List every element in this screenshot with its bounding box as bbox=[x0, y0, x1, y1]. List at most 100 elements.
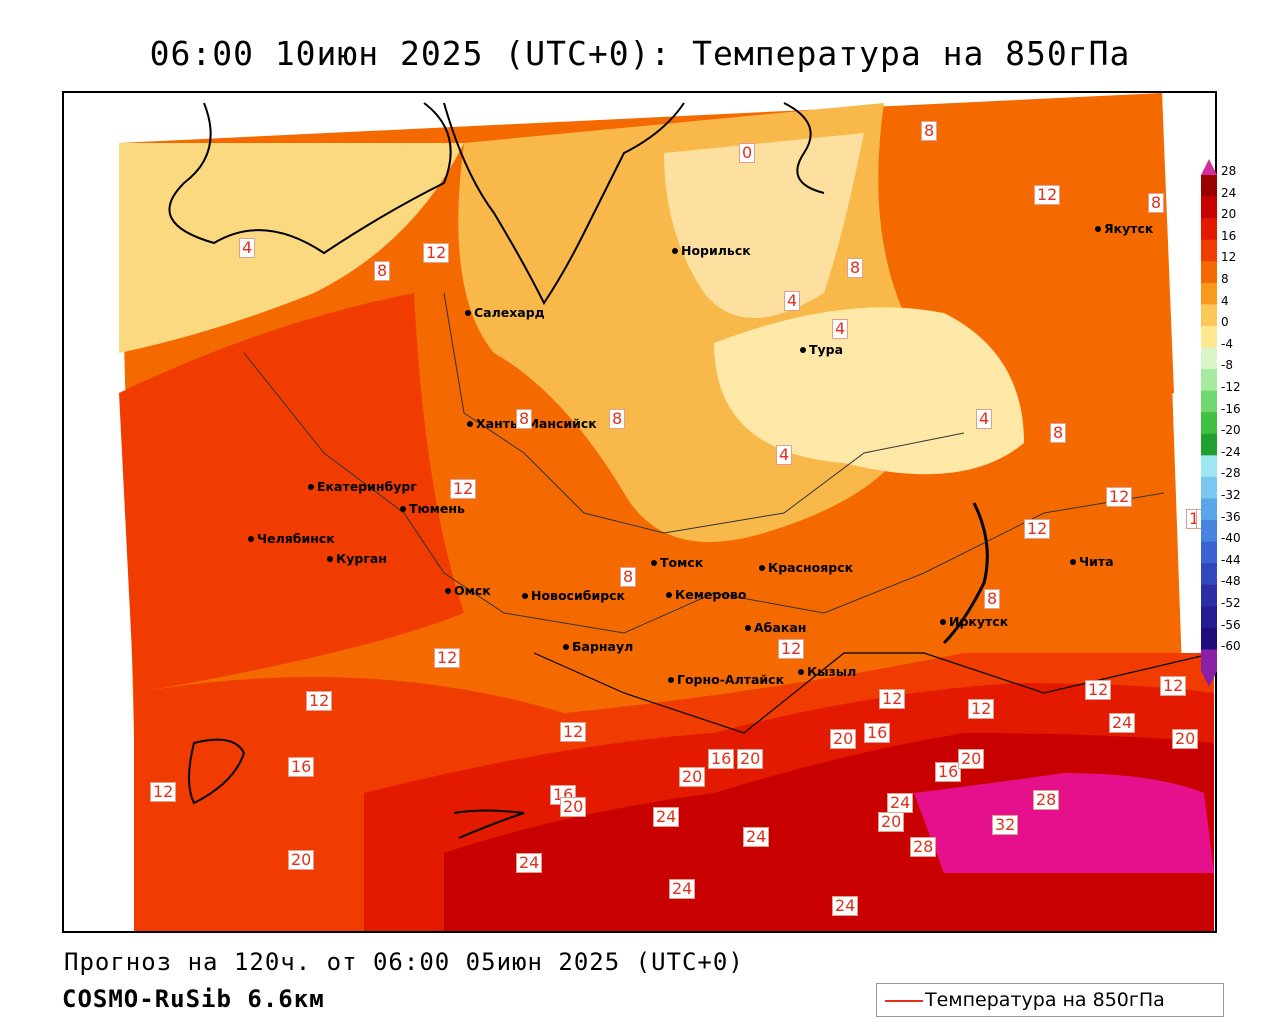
isotherm-label: 4 bbox=[239, 238, 256, 258]
isotherm-label: 24 bbox=[516, 853, 543, 873]
border-line-2 bbox=[443, 292, 965, 534]
city-kemerovo: Кемерово bbox=[665, 587, 747, 602]
colorbar-cell bbox=[1201, 455, 1217, 478]
zone-west-12 bbox=[119, 293, 464, 693]
city-barnaul: Барнаул bbox=[562, 639, 634, 654]
state-border bbox=[533, 652, 1215, 734]
temperature-map: Якутск Норильск Салехард Тура Ханты-Манс… bbox=[62, 91, 1217, 933]
colorbar-cell bbox=[1201, 606, 1217, 629]
colorbar-tick-label: 0 bbox=[1221, 315, 1229, 330]
map-legend: Температура на 850гПа bbox=[876, 983, 1224, 1017]
isotherm-label: 12 bbox=[560, 722, 587, 742]
isotherm-label: 12 bbox=[450, 479, 477, 499]
colorbar-tick-label: 24 bbox=[1221, 185, 1237, 200]
colorbar-tick-label: -20 bbox=[1221, 423, 1241, 438]
isotherm-label: 12 bbox=[423, 243, 450, 263]
colorbar-cell bbox=[1201, 218, 1217, 241]
forecast-info: Прогноз на 120ч. от 06:00 05июн 2025 (UT… bbox=[64, 948, 744, 976]
isotherm-label: 24 bbox=[832, 896, 859, 916]
isotherm-label: 24 bbox=[653, 807, 680, 827]
colorbar-cell bbox=[1201, 412, 1217, 435]
zone-28 bbox=[914, 773, 1214, 873]
colorbar-cell bbox=[1201, 196, 1217, 219]
isotherm-label: 8 bbox=[516, 409, 533, 429]
isotherm-label: 12 bbox=[1034, 185, 1061, 205]
zone-northwest-4 bbox=[119, 143, 464, 353]
colorbar-cell bbox=[1201, 390, 1217, 413]
colorbar-tick-label: -40 bbox=[1221, 531, 1241, 546]
coastline-northwest bbox=[168, 102, 452, 255]
isotherm-label: 20 bbox=[737, 749, 764, 769]
legend-line-swatch bbox=[885, 1000, 923, 1002]
colorbar-cell bbox=[1201, 563, 1217, 586]
colorbar-tick-label: 8 bbox=[1221, 272, 1229, 286]
coastline-taymyr bbox=[783, 102, 825, 194]
isotherm-label: 20 bbox=[958, 749, 985, 769]
city-yakutsk: Якутск bbox=[1094, 221, 1154, 236]
colorbar-tick-label: 28 bbox=[1221, 164, 1237, 178]
city-krasnoyarsk: Красноярск bbox=[758, 560, 854, 575]
colorbar-cell bbox=[1201, 649, 1217, 672]
map-title: 06:00 10июн 2025 (UTC+0): Температура на… bbox=[149, 34, 1131, 73]
colorbar-cell bbox=[1201, 369, 1217, 392]
colorbar-tick-label: -56 bbox=[1221, 617, 1241, 632]
city-kyzyl: Кызыл bbox=[797, 664, 857, 679]
isotherm-label: 20 bbox=[878, 812, 905, 832]
isotherm-label: 24 bbox=[1109, 713, 1136, 733]
colorbar-cell bbox=[1201, 175, 1217, 198]
city-tomsk: Томск bbox=[650, 555, 704, 570]
isotherm-label: 20 bbox=[288, 850, 315, 870]
isotherm-label: 16 bbox=[708, 749, 735, 769]
isotherm-label: 8 bbox=[984, 589, 1001, 609]
isotherm-label: 0 bbox=[739, 143, 756, 163]
lake-baikal bbox=[942, 502, 989, 645]
city-kurgan: Курган bbox=[327, 551, 387, 566]
isotherm-label: 28 bbox=[1033, 790, 1060, 810]
isotherm-label: 8 bbox=[1050, 423, 1067, 443]
isotherm-label: 12 bbox=[778, 639, 805, 659]
colorbar-cell bbox=[1201, 520, 1217, 543]
colorbar-tick-label: -4 bbox=[1221, 336, 1233, 351]
isotherm-label: 12 bbox=[306, 691, 333, 711]
colorbar-tick-label: 4 bbox=[1221, 293, 1229, 308]
isotherm-label: 8 bbox=[374, 261, 391, 281]
colorbar-tick-label: -8 bbox=[1221, 358, 1233, 373]
colorbar-cell bbox=[1201, 347, 1217, 370]
city-irkutsk: Иркутск bbox=[939, 614, 1009, 629]
isotherm-label: 8 bbox=[620, 567, 637, 587]
colorbar bbox=[1201, 159, 1217, 687]
lake-balkhash bbox=[453, 809, 525, 839]
isotherm-label: 12 bbox=[434, 648, 461, 668]
colorbar-top-tip bbox=[1201, 159, 1217, 175]
isotherm-label: 12 bbox=[879, 689, 906, 709]
colorbar-tick-label: -24 bbox=[1221, 444, 1241, 459]
isotherm-label: 12 bbox=[968, 699, 995, 719]
colorbar-tick-label: -16 bbox=[1221, 401, 1241, 416]
city-khanty-mansiysk: Ханты-Мансийск bbox=[467, 416, 597, 431]
colorbar-cell bbox=[1201, 304, 1217, 327]
isotherm-label: 12 bbox=[1085, 680, 1112, 700]
isotherm-label: 4 bbox=[776, 445, 793, 465]
city-tyumen: Тюмень bbox=[400, 501, 465, 516]
city-salekhard: Салехард bbox=[465, 305, 545, 320]
isotherm-label: 12 bbox=[1106, 487, 1133, 507]
colorbar-tick-label: 20 bbox=[1221, 207, 1237, 222]
colorbar-tick-label: -44 bbox=[1221, 552, 1241, 567]
isotherm-label: 16 bbox=[288, 757, 315, 777]
city-norilsk: Норильск bbox=[672, 243, 751, 258]
city-chelyabinsk: Челябинск bbox=[248, 531, 335, 546]
city-tura: Тура bbox=[799, 342, 844, 357]
city-novosibirsk: Новосибирск bbox=[521, 588, 626, 603]
colorbar-cell bbox=[1201, 476, 1217, 499]
isotherm-label: 8 bbox=[921, 121, 938, 141]
temperature-field bbox=[119, 93, 1215, 931]
isotherm-label: 8 bbox=[609, 409, 626, 429]
colorbar-bottom-tip bbox=[1201, 671, 1217, 687]
colorbar-tick-label: -36 bbox=[1221, 509, 1241, 524]
city-chita: Чита bbox=[1070, 554, 1114, 569]
isotherm-label: 28 bbox=[910, 837, 937, 857]
colorbar-cell bbox=[1201, 282, 1217, 305]
isotherm-label: 8 bbox=[1148, 193, 1165, 213]
isotherm-label: 24 bbox=[743, 827, 770, 847]
city-gorno-altaysk: Горно-Алтайск bbox=[667, 672, 785, 687]
